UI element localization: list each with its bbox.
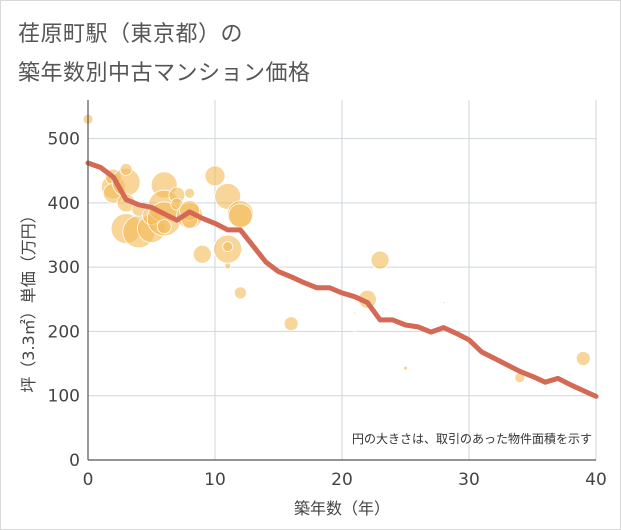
y-tick-label: 200	[48, 322, 80, 342]
grid	[88, 100, 597, 460]
y-tick-label: 300	[48, 258, 80, 278]
x-tick-label: 30	[458, 470, 480, 490]
data-point	[283, 316, 299, 332]
chart-title-line1: 荏原町駅（東京都）の	[18, 22, 244, 47]
data-point	[222, 241, 234, 252]
y-tick-label: 0	[69, 451, 80, 471]
y-tick-label: 100	[48, 387, 80, 407]
x-tick-label: 0	[83, 470, 94, 490]
bubbles	[82, 113, 591, 384]
y-axis-label: 坪（3.3㎡）単価（万円）	[19, 207, 38, 392]
data-point	[119, 163, 133, 176]
chart-title-line2: 築年数別中古マンション価格	[18, 61, 311, 86]
y-tick-label: 500	[48, 130, 80, 150]
y-tick-label: 400	[48, 194, 80, 214]
x-tick-label: 40	[585, 470, 607, 490]
data-point	[442, 301, 446, 304]
data-point	[353, 310, 357, 314]
data-point	[370, 250, 390, 270]
axes: 0 100 200 300 400 500 0 10 20 30 40	[48, 100, 607, 490]
data-point	[227, 203, 253, 229]
data-point	[204, 165, 226, 187]
data-point	[353, 330, 357, 333]
trend-line-group	[85, 160, 599, 399]
data-point	[403, 365, 408, 371]
trend-line	[85, 160, 599, 399]
data-point	[156, 219, 172, 235]
x-tick-label: 20	[331, 470, 353, 490]
data-point	[224, 262, 232, 270]
chart-note: 円の大きさは、取引のあった物件面積を示す	[352, 431, 592, 446]
data-point	[575, 351, 591, 366]
data-point	[192, 244, 212, 264]
data-point	[184, 187, 196, 199]
data-point	[233, 286, 247, 300]
x-tick-label: 10	[204, 470, 226, 490]
x-axis-label: 築年数（年）	[294, 499, 390, 518]
